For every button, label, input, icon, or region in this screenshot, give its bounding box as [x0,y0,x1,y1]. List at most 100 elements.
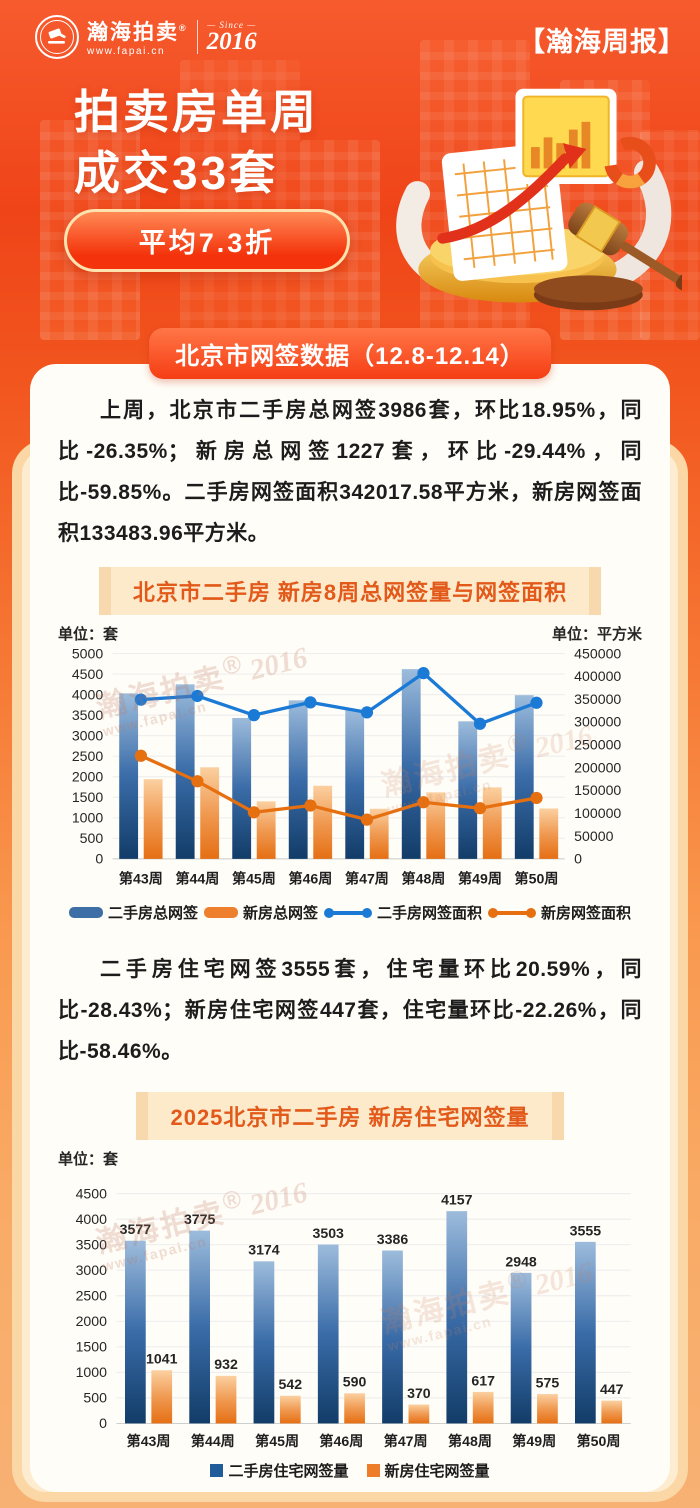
legend-label: 二手房住宅网签量 [228,1463,349,1481]
svg-text:542: 542 [279,1376,303,1392]
svg-text:3174: 3174 [248,1242,280,1258]
svg-text:4500: 4500 [72,666,104,682]
svg-text:300000: 300000 [574,714,621,730]
svg-text:3555: 3555 [570,1222,602,1238]
svg-text:第44周: 第44周 [175,870,219,886]
weekly-report-tag: 【瀚海周报】 [518,27,686,57]
svg-text:3577: 3577 [120,1221,152,1237]
svg-text:500: 500 [80,830,104,846]
svg-text:第47周: 第47周 [384,1433,428,1449]
svg-text:第50周: 第50周 [515,870,559,886]
svg-text:200000: 200000 [574,759,621,775]
legend-label: 二手房总网签 [107,905,198,923]
chart2-title: 2025北京市二手房 新房住宅网签量 [136,1092,564,1141]
building-shape [180,60,300,340]
growth-arrow-icon [437,153,571,244]
bar-chart-residential-signings: 0 500 1000 1500 2000 2500 3000 3500 4000 4500 3577… [76,1186,631,1449]
chart1-unit-right: 单位：平方米 [551,626,642,643]
svg-text:2000: 2000 [76,1313,108,1329]
svg-text:第43周: 第43周 [119,870,163,886]
chart1-title: 北京市二手房 新房8周总网签量与网签面积 [98,567,602,615]
legend-label: 二手房网签面积 [377,905,483,923]
legend-bar-swatch [68,907,103,919]
svg-text:447: 447 [600,1381,624,1397]
svg-text:第47周: 第47周 [345,870,389,886]
svg-text:0: 0 [99,1415,107,1431]
donut-chart-icon [604,136,656,189]
svg-text:第46周: 第46周 [288,870,332,886]
svg-text:150000: 150000 [574,782,621,798]
svg-text:1000: 1000 [72,810,104,826]
auction-illustration [396,88,682,311]
average-discount-badge: 平均7.3折 [64,209,350,272]
svg-text:第45周: 第45周 [255,1433,299,1449]
since-year: 2016 [206,28,257,55]
svg-text:2500: 2500 [72,748,104,764]
svg-text:575: 575 [536,1375,560,1391]
section-banner: 北京市网签数据（12.8-12.14） [149,328,551,379]
svg-text:第45周: 第45周 [232,870,276,886]
logo-divider [196,20,198,54]
svg-text:第48周: 第48周 [402,870,446,886]
legend-label: 新房总网签 [242,905,318,923]
svg-text:3000: 3000 [72,727,104,743]
svg-text:第49周: 第49周 [512,1433,556,1449]
legend-line-swatch [488,907,537,918]
svg-text:400000: 400000 [574,668,621,684]
legend-bar-swatch [366,1464,380,1478]
intro-paragraph: 上周，北京市二手房总网签3986套，环比18.95%，同比-26.35%；新房总… [58,399,642,545]
svg-text:250000: 250000 [574,737,621,753]
svg-text:3775: 3775 [184,1211,216,1227]
legend-item: 二手房总网签 [68,902,198,923]
svg-text:370: 370 [407,1385,431,1401]
mini-bar-chart-card [515,88,617,184]
svg-text:0: 0 [574,851,582,867]
page-title-line2: 成交33套 [74,147,279,199]
svg-text:第44周: 第44周 [191,1433,235,1449]
svg-text:932: 932 [214,1356,238,1372]
brand-name: 瀚海拍卖® [87,21,188,44]
svg-text:2948: 2948 [505,1253,537,1269]
svg-text:500: 500 [83,1390,107,1406]
registered-mark: ® [179,23,188,33]
svg-text:50000: 50000 [574,828,613,844]
content-card: 上周，北京市二手房总网签3986套，环比18.95%，同比-26.35%；新房总… [30,364,670,1492]
since-label: — Since — [207,20,257,30]
chart1-legend: 二手房总网签 新房总网签 二手房网签面积 新房网签面积 [58,902,642,923]
legend-item: 新房总网签 [203,902,318,923]
svg-text:第49周: 第49周 [458,870,502,886]
svg-text:1000: 1000 [76,1364,108,1380]
svg-text:5000: 5000 [72,646,104,661]
svg-text:第50周: 第50周 [577,1433,621,1449]
svg-text:4500: 4500 [76,1186,108,1202]
svg-text:450000: 450000 [574,646,621,661]
legend-bar-swatch [203,907,238,919]
svg-text:3500: 3500 [72,707,104,723]
svg-text:0: 0 [95,851,103,867]
chart1-unit-left: 单位：套 [58,626,119,643]
svg-text:1500: 1500 [76,1339,108,1355]
svg-text:3000: 3000 [76,1262,108,1278]
residential-paragraph: 二手房住宅网签3555套，住宅量环比20.59%，同比-28.43%；新房住宅网… [58,958,642,1064]
svg-text:2500: 2500 [76,1288,108,1304]
gavel-icon [568,202,682,291]
svg-text:2000: 2000 [72,768,104,784]
legend-bar-swatch [210,1464,224,1478]
legend-label: 新房住宅网签量 [384,1463,490,1481]
svg-text:100000: 100000 [574,805,621,821]
svg-text:第48周: 第48周 [448,1433,492,1449]
combo-chart-weekly-signings: 0 500 1000 1500 2000 2500 3000 3500 4000 4500 5000… [72,646,622,886]
svg-text:617: 617 [471,1373,495,1389]
gavel-emblem-icon [35,15,79,59]
svg-text:第46周: 第46周 [319,1433,363,1449]
brand-url: www.fapai.cn [87,46,166,57]
svg-text:3386: 3386 [377,1231,409,1247]
svg-text:第43周: 第43周 [127,1433,171,1449]
svg-text:3500: 3500 [76,1237,108,1253]
chart2-legend: 二手房住宅网签量 新房住宅网签量 [58,1460,642,1481]
brand-logo: 瀚海拍卖® www.fapai.cn — Since — 2016 [34,14,257,60]
legend-item: 二手房网签面积 [324,902,482,923]
svg-text:3503: 3503 [313,1225,345,1241]
svg-text:350000: 350000 [574,691,621,707]
legend-item: 二手房住宅网签量 [210,1460,349,1481]
